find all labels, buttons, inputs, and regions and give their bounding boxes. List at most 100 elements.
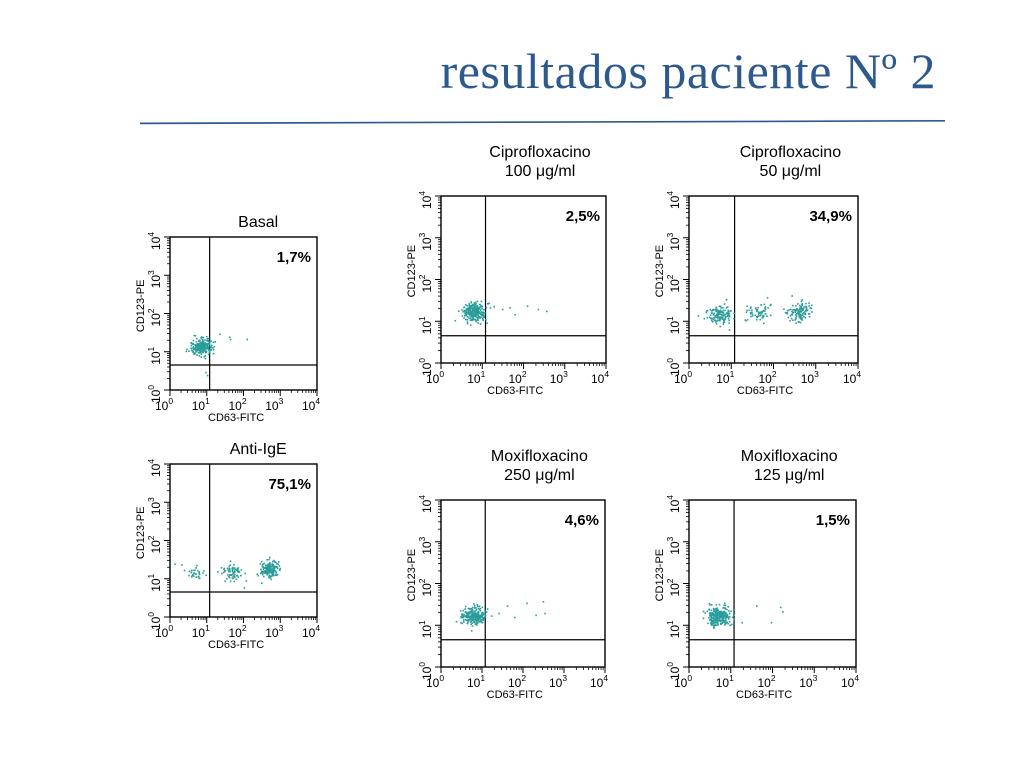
event-point xyxy=(272,573,274,576)
event-point xyxy=(485,611,488,613)
event-point xyxy=(477,607,480,610)
event-point xyxy=(713,610,715,612)
event-point xyxy=(797,321,800,323)
event-point xyxy=(465,314,468,317)
event-point xyxy=(471,616,473,618)
event-point xyxy=(710,609,713,612)
event-point xyxy=(200,349,202,351)
event-point xyxy=(202,572,204,574)
event-point xyxy=(477,612,480,614)
event-point xyxy=(196,344,199,347)
event-point xyxy=(748,309,751,311)
event-point xyxy=(751,313,754,315)
event-point xyxy=(723,620,725,623)
event-point xyxy=(509,307,511,309)
event-point xyxy=(207,347,209,349)
event-point xyxy=(716,607,719,610)
event-point xyxy=(733,312,735,315)
x-tick-label: 101 xyxy=(716,369,734,386)
event-point xyxy=(706,317,709,319)
event-point xyxy=(716,313,718,316)
event-point xyxy=(716,621,719,624)
event-point xyxy=(801,317,803,319)
event-point xyxy=(763,322,765,325)
event-point xyxy=(270,566,272,569)
event-point xyxy=(261,573,264,576)
x-tick-label: 103 xyxy=(799,673,817,690)
event-point xyxy=(204,355,207,357)
event-point xyxy=(477,316,480,318)
event-point xyxy=(235,568,237,571)
event-point xyxy=(720,310,722,312)
event-point xyxy=(746,309,748,312)
event-point xyxy=(203,570,205,572)
event-point xyxy=(709,614,712,617)
event-point xyxy=(470,306,472,309)
flow-plot-2: Anti-IgE75,1%100100101101102102103103104… xyxy=(135,441,320,651)
plot-label-line: 100 μg/ml xyxy=(505,163,576,180)
event-point xyxy=(716,610,718,612)
event-point xyxy=(260,568,262,571)
event-point xyxy=(269,567,272,570)
event-point xyxy=(726,613,729,616)
event-point xyxy=(727,606,729,608)
x-tick-label: 104 xyxy=(590,673,608,690)
event-point xyxy=(217,571,219,573)
event-point xyxy=(223,571,225,574)
event-point xyxy=(711,320,714,323)
event-point xyxy=(709,316,711,319)
x-axis-title: CD63-FITC xyxy=(208,412,264,424)
event-point xyxy=(268,577,271,579)
event-point xyxy=(466,312,469,315)
event-point xyxy=(475,615,478,618)
event-point xyxy=(808,312,810,315)
event-point xyxy=(755,308,758,311)
percent-label: 4,6% xyxy=(565,512,599,529)
event-point xyxy=(478,608,481,611)
event-point xyxy=(479,308,481,310)
event-point xyxy=(229,564,231,566)
event-point xyxy=(799,321,802,324)
event-point xyxy=(760,312,762,315)
event-point xyxy=(471,613,474,615)
event-point xyxy=(721,314,723,316)
event-point xyxy=(275,566,278,568)
event-point xyxy=(205,344,207,347)
event-point xyxy=(462,616,464,618)
event-point xyxy=(474,610,476,613)
event-point xyxy=(260,560,263,563)
event-point xyxy=(706,610,708,613)
event-point xyxy=(460,622,462,624)
event-point xyxy=(782,611,784,613)
event-point xyxy=(226,577,228,580)
percent-label: 34,9% xyxy=(809,208,852,225)
event-point xyxy=(760,304,762,306)
event-point xyxy=(712,612,714,614)
event-point xyxy=(481,314,484,317)
event-point xyxy=(201,344,204,346)
event-point xyxy=(474,617,477,620)
event-point xyxy=(714,315,716,317)
event-point xyxy=(267,564,269,567)
event-point xyxy=(203,356,206,358)
x-tick-label: 102 xyxy=(228,396,246,413)
event-point xyxy=(228,570,230,572)
event-point xyxy=(213,345,216,348)
event-point xyxy=(469,307,472,310)
event-point xyxy=(233,567,236,569)
event-point xyxy=(764,306,767,308)
event-point xyxy=(205,371,207,374)
event-point xyxy=(803,312,805,314)
event-point xyxy=(195,345,197,348)
event-point xyxy=(198,572,201,574)
event-point xyxy=(482,316,484,318)
event-point xyxy=(466,307,469,310)
event-point xyxy=(728,610,730,612)
event-point xyxy=(467,619,469,621)
event-point xyxy=(469,310,471,313)
event-point xyxy=(712,314,715,316)
event-point xyxy=(200,337,203,340)
event-point xyxy=(208,340,210,343)
event-point xyxy=(478,306,481,309)
x-axis-title: CD63-FITC xyxy=(737,385,793,397)
